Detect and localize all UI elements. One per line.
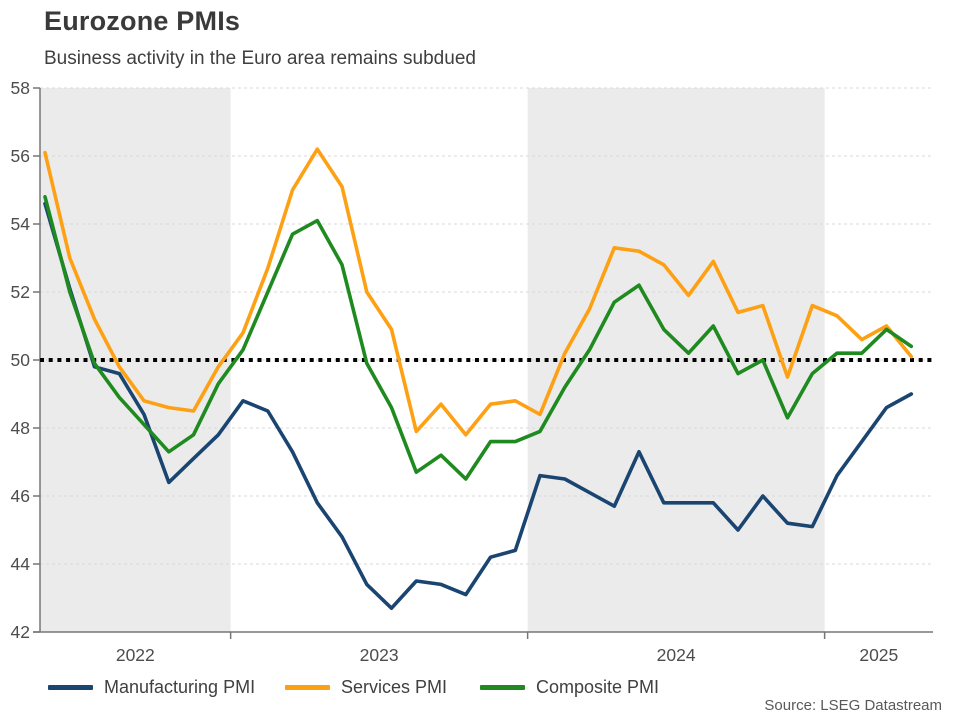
y-tick-label-58: 58 xyxy=(11,78,30,98)
x-tick-label-2025: 2025 xyxy=(859,645,898,665)
composite-line-swatch xyxy=(480,684,525,690)
x-tick-label-2024: 2024 xyxy=(657,645,696,665)
series-line-composite xyxy=(43,195,914,481)
x-tick-label-2022: 2022 xyxy=(116,645,155,665)
y-tick-label-42: 42 xyxy=(11,622,30,642)
y-tick-label-44: 44 xyxy=(11,554,31,574)
y-tick-label-48: 48 xyxy=(11,418,30,438)
chart-subtitle: Business activity in the Euro area remai… xyxy=(44,48,476,69)
legend-label-composite: Composite PMI xyxy=(536,676,660,697)
legend-label-manufacturing: Manufacturing PMI xyxy=(104,676,256,697)
services-line-swatch xyxy=(285,684,330,690)
x-tick-label-2023: 2023 xyxy=(360,645,399,665)
legend-item-manufacturing: Manufacturing PMI xyxy=(48,675,255,699)
y-tick-label-50: 50 xyxy=(11,350,31,370)
series-line-manufacturing xyxy=(43,201,914,611)
y-tick-label-52: 52 xyxy=(11,282,30,302)
y-tick-label-54: 54 xyxy=(11,214,31,234)
legend-item-composite: Composite PMI xyxy=(480,675,659,699)
manufacturing-line-swatch xyxy=(48,684,93,690)
chart-title: Eurozone PMIs xyxy=(44,6,241,36)
legend-label-services: Services PMI xyxy=(341,676,448,697)
source-note: Source: LSEG Datastream xyxy=(764,697,942,714)
series-line-services xyxy=(43,147,914,437)
y-tick-label-46: 46 xyxy=(11,486,30,506)
legend-item-services: Services PMI xyxy=(285,675,447,699)
y-tick-label-56: 56 xyxy=(11,146,30,166)
legend: Manufacturing PMI Services PMI Composite… xyxy=(0,675,960,699)
